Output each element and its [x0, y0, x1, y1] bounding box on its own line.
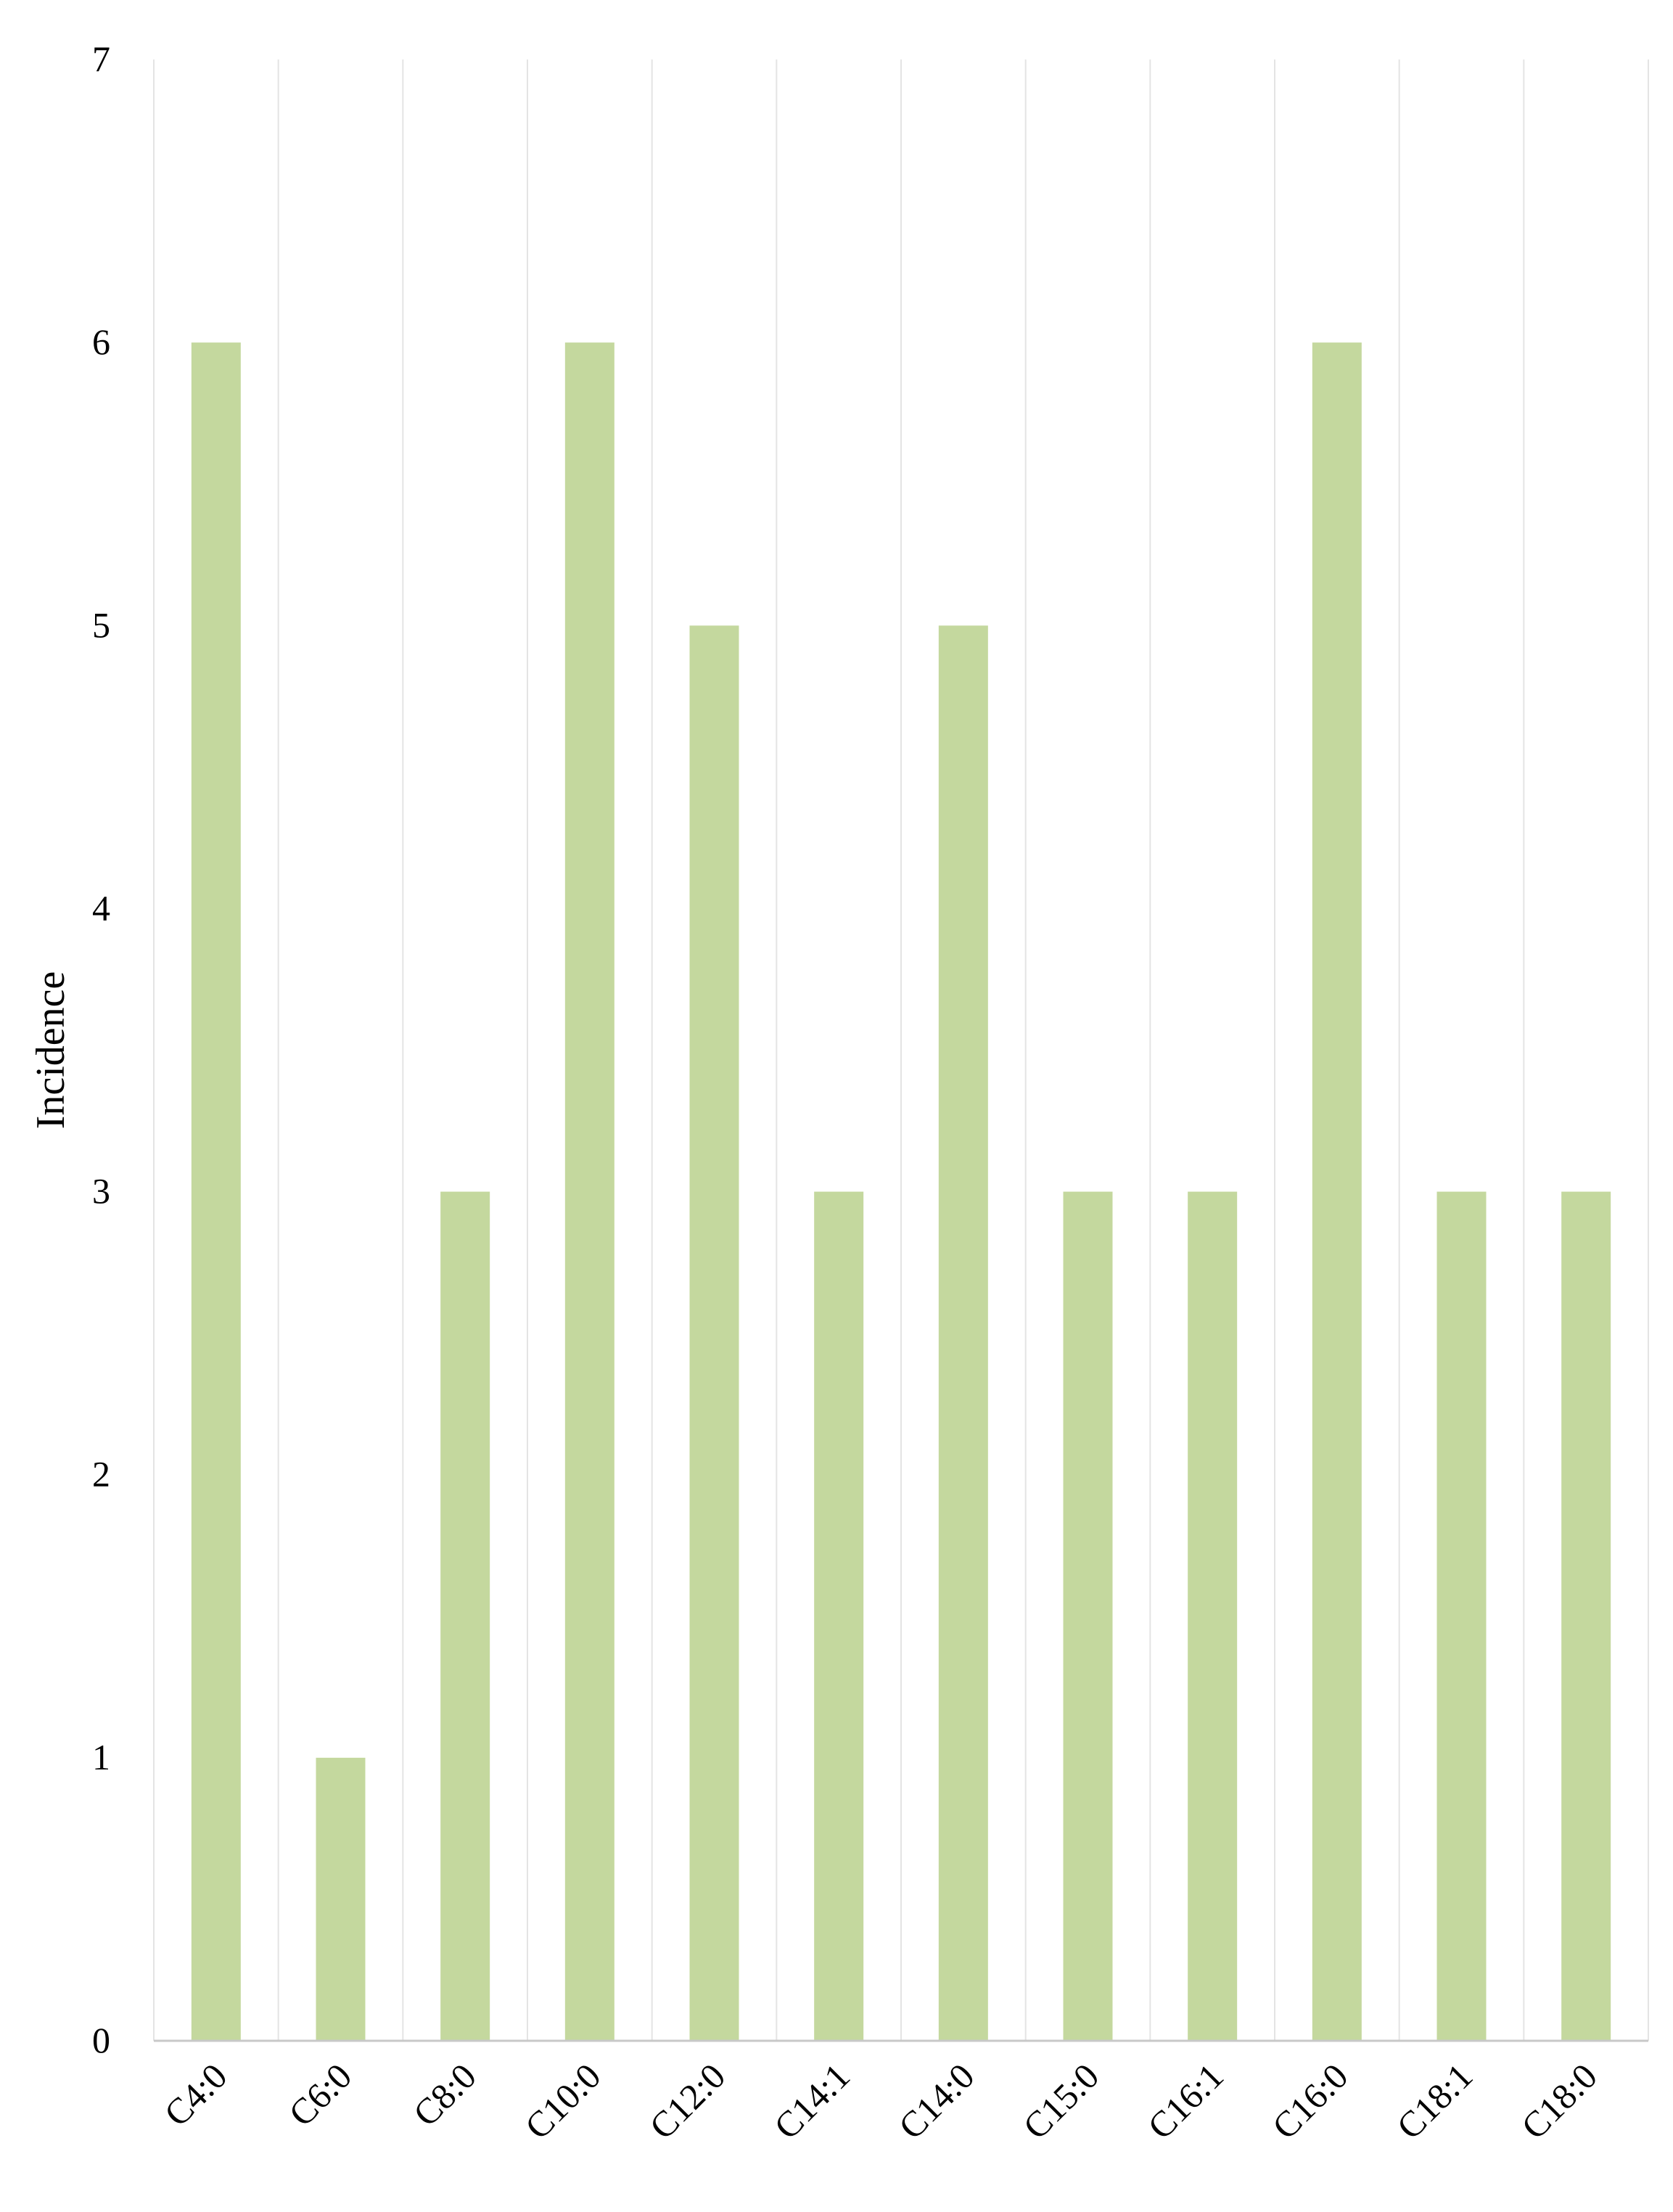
bar-c16-0	[1312, 342, 1362, 2042]
bar-c12-0	[689, 625, 739, 2042]
x-tick-label: C14:0	[891, 2055, 982, 2147]
x-tick-label: C18:1	[1389, 2055, 1480, 2147]
x-tick-label: C12:0	[641, 2055, 733, 2147]
bars	[191, 342, 1611, 2042]
y-axis-title: Incidence	[28, 971, 73, 1130]
x-tick-label: C16:1	[1140, 2055, 1231, 2147]
y-tick-label: 3	[92, 1171, 110, 1212]
x-tick-label: C8:0	[406, 2055, 484, 2134]
x-tick-label: C10:0	[517, 2055, 609, 2147]
bar-c16-1	[1188, 1191, 1238, 2041]
bar-c15-0	[1063, 1191, 1113, 2041]
y-tick-label: 5	[92, 604, 110, 645]
x-tick-label: C4:0	[156, 2055, 234, 2134]
x-tick-label: C14:1	[766, 2055, 858, 2147]
gridlines	[153, 59, 1649, 2041]
x-tick-label: C18:0	[1513, 2055, 1605, 2147]
bar-c14-0	[938, 625, 988, 2042]
bar-c10-0	[564, 342, 614, 2042]
bar-c8-0	[440, 1191, 490, 2041]
x-tick-label: C6:0	[281, 2055, 359, 2134]
y-tick-label: 4	[92, 887, 110, 928]
bar-c14-1	[814, 1191, 864, 2041]
y-tick-label: 6	[92, 321, 110, 362]
y-axis-ticks: 0 1 2 3 4 5 6 7	[92, 38, 110, 2060]
y-tick-label: 0	[92, 2020, 110, 2060]
bar-c4-0	[191, 342, 241, 2042]
x-tick-label: C15:0	[1015, 2055, 1106, 2147]
x-axis-ticks: C4:0 C6:0 C8:0 C10:0 C12:0 C14:1 C14:0 C15:0 C16…	[156, 2055, 1605, 2147]
bar-c18-1	[1436, 1191, 1487, 2041]
y-tick-label: 1	[92, 1737, 110, 1777]
x-tick-label: C16:0	[1265, 2055, 1356, 2147]
y-tick-label: 7	[92, 38, 110, 79]
bar-c6-0	[316, 1757, 366, 2041]
y-tick-label: 2	[92, 1454, 110, 1494]
bar-c18-0	[1561, 1191, 1611, 2041]
